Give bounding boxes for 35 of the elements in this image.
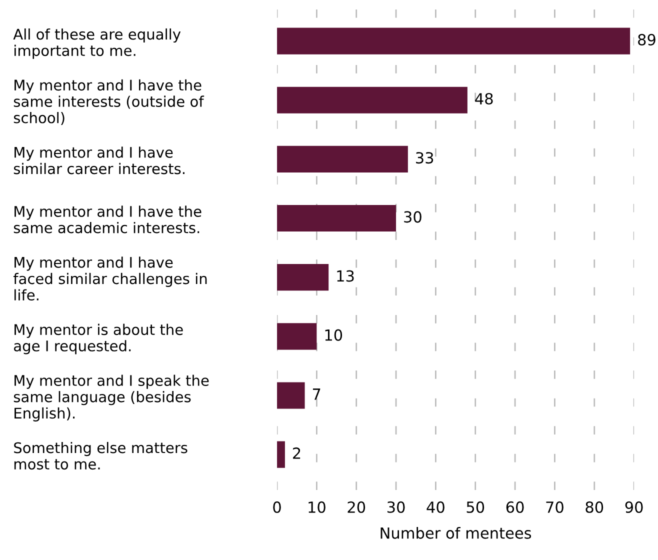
y-tick-label: My mentor and I have faced similar challenges in life. bbox=[13, 256, 207, 301]
x-tick-label: 40 bbox=[426, 501, 444, 513]
x-tick-label: 90 bbox=[625, 501, 643, 513]
y-tick-label: My mentor and I have similar career interests. bbox=[14, 146, 184, 174]
x-tick-label: 80 bbox=[586, 501, 604, 513]
x-tick-label: 30 bbox=[387, 501, 405, 513]
x-tick-label: 60 bbox=[506, 501, 524, 513]
x-axis-title: Number of mentees bbox=[380, 527, 532, 539]
y-tick-label: My mentor and I have the same academic interests. bbox=[14, 206, 202, 234]
data-label: 2 bbox=[293, 447, 300, 459]
bar bbox=[277, 323, 317, 350]
y-tick-label: My mentor is about the age I requested. bbox=[14, 324, 183, 354]
y-tick-label: My mentor and I speak the same language (besides English). bbox=[14, 374, 209, 422]
bar bbox=[277, 264, 329, 291]
bar bbox=[277, 146, 408, 172]
y-tick-label: My mentor and I have the same interests (outside of school) bbox=[14, 79, 204, 126]
y-tick-label: Something else matters most to me. bbox=[14, 442, 188, 470]
data-label: 30 bbox=[404, 211, 422, 223]
data-label: 89 bbox=[638, 34, 656, 46]
y-tick-label: All of these are equally important to me. bbox=[13, 28, 181, 59]
bar bbox=[277, 86, 468, 114]
bar bbox=[277, 382, 305, 409]
data-label: 33 bbox=[416, 152, 434, 164]
bar bbox=[277, 441, 285, 468]
data-label: 10 bbox=[325, 329, 342, 341]
data-label: 7 bbox=[312, 388, 320, 400]
x-tick-label: 10 bbox=[308, 501, 326, 513]
data-label: 13 bbox=[337, 270, 354, 282]
x-tick-label: 50 bbox=[466, 501, 484, 513]
x-tick-label: 20 bbox=[348, 501, 366, 513]
x-tick-label: 70 bbox=[546, 501, 564, 513]
x-tick-label: 0 bbox=[273, 501, 281, 513]
bar bbox=[277, 204, 396, 232]
data-label: 48 bbox=[475, 92, 493, 105]
bar bbox=[277, 28, 630, 54]
